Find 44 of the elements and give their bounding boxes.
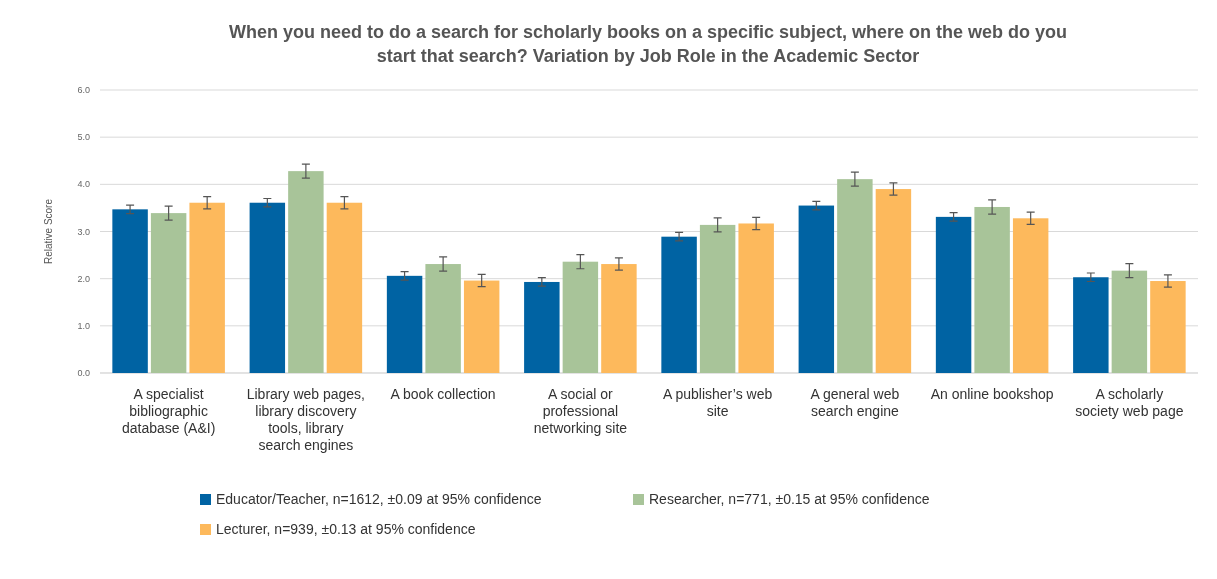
bar	[425, 264, 461, 373]
bar	[875, 189, 912, 373]
y-tick-label: 6.0	[77, 85, 90, 96]
legend-label: Educator/Teacher, n=1612, ±0.09 at 95% confidence	[216, 491, 542, 507]
bar	[1111, 270, 1148, 373]
legend-label: Researcher, n=771, ±0.15 at 95% confidence	[649, 491, 930, 507]
bar	[837, 179, 873, 373]
bar	[1012, 218, 1049, 373]
bar	[1073, 277, 1109, 373]
bar	[326, 202, 363, 373]
y-tick-label: 2.0	[77, 273, 90, 284]
bar	[974, 206, 1010, 373]
x-tick-label: An online bookshop	[930, 386, 1054, 402]
x-tick-label: A specialist bibliographic database (A&I)	[121, 386, 216, 436]
y-tick-label: 1.0	[77, 320, 90, 331]
bar	[249, 202, 286, 373]
bar	[601, 264, 637, 373]
bar	[112, 209, 148, 373]
x-tick-label: A general web search engine	[810, 386, 900, 419]
bar	[524, 281, 560, 373]
y-tick-label: 0.0	[77, 368, 90, 379]
chart-title: When you need to do a search for scholarly books on a specific subject, where on the web do you start that search? Variation by Job Role in the Academic Sector	[228, 22, 1068, 66]
y-axis-title: Relative Score	[43, 198, 54, 265]
bar	[562, 261, 599, 373]
x-tick-label: A scholarly society web page	[1075, 386, 1184, 419]
bar	[661, 236, 697, 373]
bar	[189, 202, 225, 373]
x-tick-label: A social or professional networking site	[533, 386, 628, 436]
bar	[699, 224, 736, 373]
y-tick-label: 4.0	[77, 179, 90, 190]
bar	[386, 275, 423, 373]
legend-label: Lecturer, n=939, ±0.13 at 95% confidence	[216, 521, 476, 537]
bar	[1150, 281, 1186, 373]
y-tick-label: 3.0	[77, 226, 90, 237]
x-tick-label: A book collection	[390, 386, 496, 402]
bar	[738, 223, 774, 373]
bar	[288, 171, 324, 373]
y-tick-label: 5.0	[77, 132, 90, 143]
bar	[150, 213, 187, 373]
bar	[935, 216, 972, 373]
bar	[798, 205, 835, 373]
x-tick-label: A publisher’s web site	[663, 386, 773, 419]
x-tick-label: Library web pages, library discovery tools, library search engines	[246, 386, 366, 453]
bar	[463, 280, 500, 373]
